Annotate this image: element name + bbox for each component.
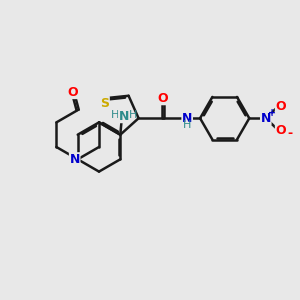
Text: N: N xyxy=(70,153,80,166)
Text: -: - xyxy=(288,127,293,140)
Text: O: O xyxy=(68,85,78,98)
Text: N: N xyxy=(182,112,192,125)
Text: N: N xyxy=(261,112,271,125)
Text: N: N xyxy=(119,110,129,123)
Text: +: + xyxy=(268,108,276,118)
Text: S: S xyxy=(100,97,109,110)
Text: O: O xyxy=(158,92,169,105)
Text: O: O xyxy=(275,124,286,137)
Text: O: O xyxy=(275,100,286,113)
Text: H: H xyxy=(183,120,191,130)
Text: H: H xyxy=(111,110,119,120)
Text: H: H xyxy=(129,110,137,120)
